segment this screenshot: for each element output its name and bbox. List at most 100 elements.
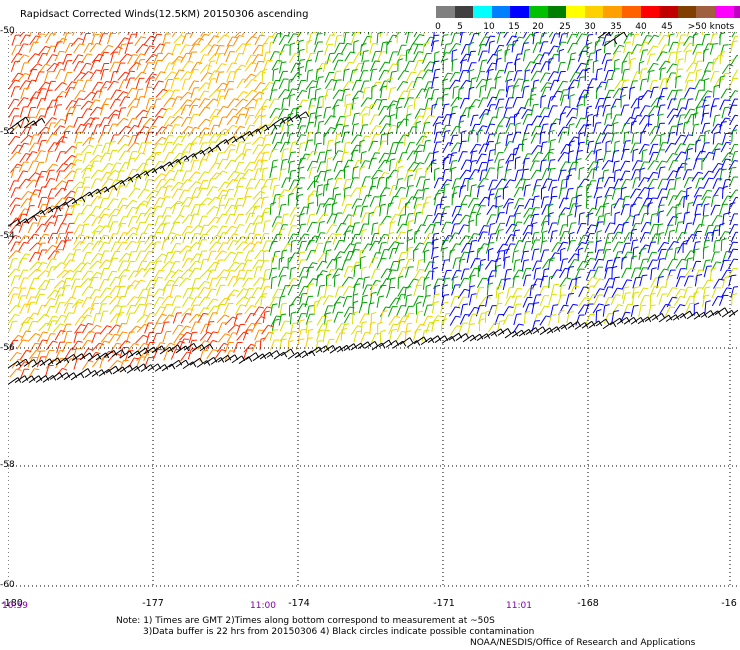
wind-barb xyxy=(514,198,524,209)
wind-barb xyxy=(297,328,307,341)
wind-barb xyxy=(142,250,154,261)
wind-barb xyxy=(254,295,267,306)
wind-barb xyxy=(450,223,460,235)
wind-barb xyxy=(198,127,210,138)
wind-barb xyxy=(208,133,220,144)
wind-barb xyxy=(595,205,606,217)
wind-barb xyxy=(8,304,21,315)
wind-barb xyxy=(244,79,257,89)
legend-swatch xyxy=(436,6,455,18)
wind-barb xyxy=(317,252,330,263)
wind-barb xyxy=(595,158,604,171)
wind-barb xyxy=(459,32,468,44)
wind-barb xyxy=(259,260,270,272)
wind-barb xyxy=(674,288,686,299)
wind-barb xyxy=(261,167,269,180)
wind-barb xyxy=(466,250,475,263)
wind-barb xyxy=(512,96,522,108)
wind-barb xyxy=(333,104,340,118)
wind-barb xyxy=(511,131,522,143)
wind-barb xyxy=(151,231,162,243)
wind-barb xyxy=(692,195,702,207)
wind-barb xyxy=(397,118,410,129)
wind-barb xyxy=(26,312,39,323)
wind-barb xyxy=(631,286,640,299)
wind-barb xyxy=(126,343,139,353)
wind-barb xyxy=(710,194,719,207)
wind-barb xyxy=(116,223,127,235)
wind-barb xyxy=(154,71,166,82)
wind-barb xyxy=(486,214,497,225)
wind-barb xyxy=(585,195,592,209)
wind-barb xyxy=(638,304,647,317)
wind-barb xyxy=(118,340,131,350)
wind-barb xyxy=(458,224,469,235)
wind-barb xyxy=(422,52,432,64)
wind-barb xyxy=(559,161,571,172)
wind-barb xyxy=(116,241,128,252)
wind-barb xyxy=(422,42,430,55)
wind-barb xyxy=(593,294,604,306)
wind-barb xyxy=(91,332,101,344)
wind-barb xyxy=(422,187,430,200)
wind-barb xyxy=(152,277,163,288)
lon-label-174: -174 xyxy=(288,598,310,609)
wind-barb xyxy=(675,42,685,54)
wind-barb xyxy=(19,277,29,289)
wind-barb xyxy=(659,303,671,315)
wind-barb xyxy=(632,276,641,289)
wind-barb xyxy=(397,251,407,263)
wind-barb xyxy=(324,149,332,162)
wind-barb xyxy=(162,178,175,188)
wind-barb xyxy=(475,212,482,227)
wind-barb xyxy=(450,32,460,44)
wind-barb xyxy=(169,260,181,272)
lon-label-177: -177 xyxy=(142,598,164,609)
wind-barb xyxy=(431,255,439,269)
wind-barb xyxy=(304,59,313,72)
wind-barb xyxy=(254,34,266,46)
wind-barb xyxy=(261,211,269,224)
wind-barb xyxy=(610,294,621,306)
wind-barb xyxy=(154,107,167,118)
wind-barb xyxy=(198,133,209,145)
map-grid-lines xyxy=(8,32,738,588)
wind-barb xyxy=(269,166,278,179)
wind-barb xyxy=(244,250,255,262)
wind-barb xyxy=(135,334,149,344)
wind-barb xyxy=(496,243,509,254)
wind-barb xyxy=(450,325,462,336)
wind-barb xyxy=(73,71,86,82)
wind-barb xyxy=(73,234,85,245)
wind-barb xyxy=(677,114,686,126)
wind-barb xyxy=(593,278,605,289)
wind-barb xyxy=(439,212,447,226)
wind-barb xyxy=(8,107,20,118)
wind-barb xyxy=(397,314,410,325)
wind-barb xyxy=(575,185,583,199)
wind-barb xyxy=(172,214,185,225)
wind-barb xyxy=(63,302,74,314)
wind-barb xyxy=(90,196,102,206)
wind-barb xyxy=(406,88,416,100)
wind-barb xyxy=(620,178,631,190)
wind-barb xyxy=(306,105,316,117)
wind-barb xyxy=(232,68,242,81)
wind-barb xyxy=(720,158,731,170)
wind-barb xyxy=(161,52,174,62)
wind-barb xyxy=(476,277,488,289)
wind-barb xyxy=(620,32,623,35)
wind-barb xyxy=(16,339,28,350)
wind-barb xyxy=(226,36,238,47)
wind-barb xyxy=(36,314,50,323)
wind-barb xyxy=(244,61,257,72)
wind-barb xyxy=(324,43,334,56)
wind-barb xyxy=(478,50,488,62)
wind-barb xyxy=(406,246,414,260)
wind-barb xyxy=(17,72,30,82)
wind-barb xyxy=(29,251,41,263)
wind-barb xyxy=(667,51,676,64)
wind-barb xyxy=(79,62,92,73)
wind-barb xyxy=(621,256,628,270)
wind-barb xyxy=(711,143,724,154)
